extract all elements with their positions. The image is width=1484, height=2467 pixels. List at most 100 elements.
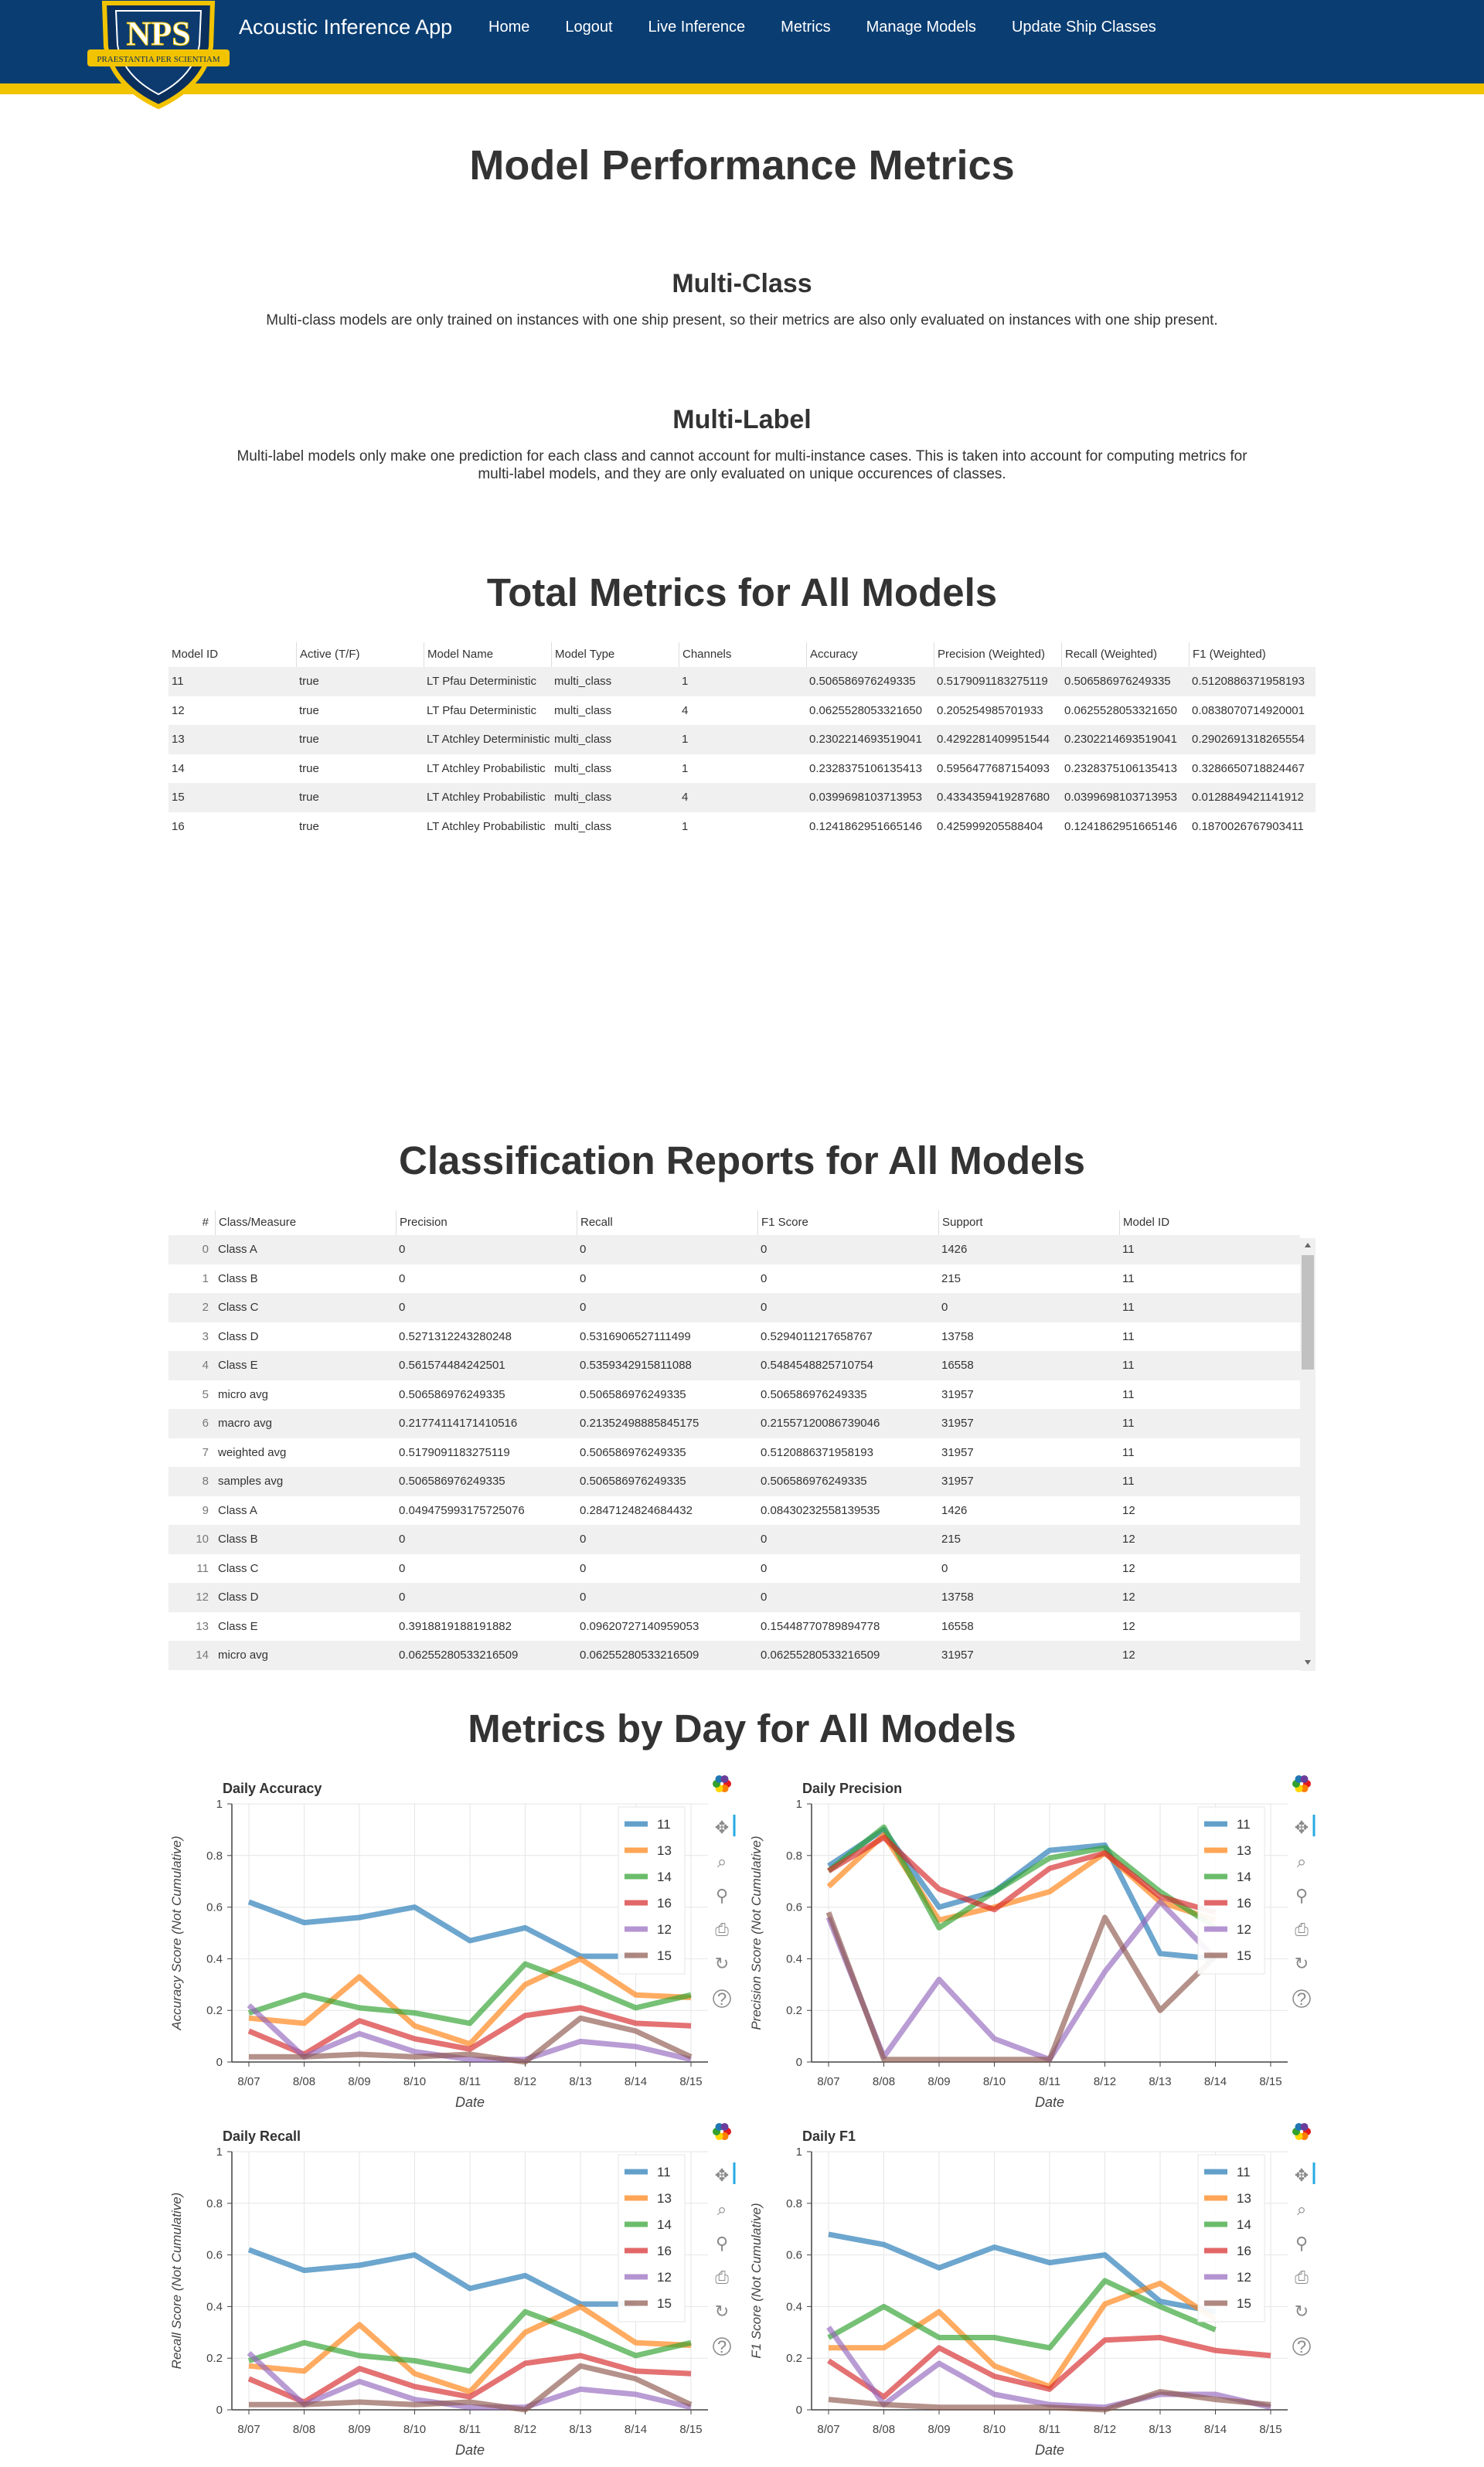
table-header-cell[interactable]: Channels (679, 642, 806, 667)
nav-link-live-inference[interactable]: Live Inference (648, 19, 746, 36)
series-line-16 (827, 2335, 1271, 2400)
scroll-down-arrow-icon[interactable] (1305, 1660, 1311, 1665)
table-cell: 0.2328375106135413 (809, 761, 922, 775)
table-cell: 1 (682, 733, 689, 746)
logo-text: NPS (126, 15, 190, 53)
table-header-cell[interactable]: Model Type (551, 642, 679, 667)
table-cell: 11 (172, 675, 184, 688)
table-row[interactable]: 14 true LT Atchley Probabilistic multi_clas… (168, 754, 1316, 784)
navbar (0, 0, 1484, 83)
totals-table: Model ID Active (T/F) Model Name Model Type… (168, 642, 1316, 845)
table-row[interactable]: 7 weighted avg 0.5179091183275119 0.5065869… (168, 1438, 1300, 1468)
table-row[interactable]: 1 Class B 0 0 0 215 11 (168, 1264, 1300, 1294)
table-header-cell[interactable]: Support (938, 1210, 1119, 1235)
table-cell: 0 (941, 1301, 948, 1314)
table-row[interactable]: 12 true LT Pfau Deterministic multi_class 4 0… (168, 696, 1316, 726)
table-cell: macro avg (218, 1417, 273, 1430)
legend-label: 13 (1237, 2191, 1251, 2206)
table-row[interactable]: 14 micro avg 0.0625528053321650​9 0.0625528… (168, 1641, 1300, 1670)
nps-logo[interactable]: NPS PRAESTANTIA PER SCIENTIAM (81, 0, 236, 110)
wheel-zoom-icon[interactable]: ⚲ (716, 2234, 728, 2253)
table-row[interactable]: 0 Class A 0 0 0 1426 11 (168, 1235, 1300, 1264)
help-icon[interactable]: ? (1297, 2337, 1306, 2356)
series-line-15 (249, 2363, 693, 2413)
table-header-cell[interactable]: Active (T/F) (296, 642, 424, 667)
box-zoom-icon[interactable]: ⌕ (717, 2200, 727, 2219)
table-row[interactable]: 9 Class A 0.049475993175725076 0.2847124824… (168, 1496, 1300, 1526)
save-icon[interactable]: ⎙ (715, 1920, 729, 1939)
table-row[interactable]: 13 Class E 0.3918819188191882 0.09620727140… (168, 1612, 1300, 1642)
chart-daily-accuracy[interactable]: Daily Accuracy 0 0.2 0.4 0.6 0.8 1 8/07 8/08 8/09… (161, 1775, 740, 2115)
help-icon[interactable]: ? (717, 1989, 727, 2009)
wheel-zoom-icon[interactable]: ⚲ (1295, 1886, 1308, 1905)
table-cell: multi_class (554, 733, 612, 746)
table-row[interactable]: 12 Class D 0 0 0 13758 12 (168, 1583, 1300, 1612)
table-header-cell[interactable]: Accuracy (806, 642, 934, 667)
table-header-cell[interactable]: Recall (577, 1210, 757, 1235)
table-header-cell[interactable]: Model ID (1119, 1210, 1300, 1235)
help-icon[interactable]: ? (1297, 1989, 1306, 2009)
table-header-cell[interactable]: Class/Measure (215, 1210, 396, 1235)
wheel-zoom-icon[interactable]: ⚲ (716, 1886, 728, 1905)
chart-daily-f1[interactable]: Daily F1 0 0.2 0.4 0.6 0.8 1 8/07 8/08 8/09 8/10 8/… (740, 2122, 1320, 2462)
y-tick-label: 0.6 (786, 1901, 802, 1914)
chart-daily-precision[interactable]: Daily Precision 0 0.2 0.4 0.6 0.8 1 8/07 8/08 8/0… (740, 1775, 1320, 2115)
x-tick-label: 8/08 (873, 2075, 895, 2088)
table-cell: true (299, 791, 319, 804)
table-row[interactable]: 13 true LT Atchley Deterministic multi_clas… (168, 725, 1316, 754)
table-row[interactable]: 11 Class C 0 0 0 0 12 (168, 1554, 1300, 1584)
box-zoom-icon[interactable]: ⌕ (717, 1852, 727, 1871)
nav-link-update-ship-classes[interactable]: Update Ship Classes (1011, 19, 1156, 36)
help-icon[interactable]: ? (717, 2337, 727, 2356)
table-row[interactable]: 16 true LT Atchley Probabilistic multi_clas… (168, 812, 1316, 842)
table-header-cell[interactable]: # (202, 1216, 209, 1229)
table-header-cell[interactable]: Precision (Weighted) (934, 642, 1061, 667)
table-row[interactable]: 11 true LT Pfau Deterministic multi_class 1 0… (168, 667, 1316, 696)
table-row[interactable]: 6 macro avg 0.21774114171410516 0.213524988… (168, 1409, 1300, 1438)
table-header-cell[interactable]: Model Name (424, 642, 551, 667)
table-header-cell[interactable]: F1 (Weighted) (1189, 642, 1316, 667)
table-header-cell[interactable]: F1 Score (757, 1210, 938, 1235)
box-zoom-icon[interactable]: ⌕ (1297, 1852, 1306, 1871)
table-row[interactable]: 15 true LT Atchley Probabilistic multi_clas… (168, 783, 1316, 812)
reports-scroll-thumb[interactable] (1302, 1255, 1314, 1370)
multilabel-title: Multi-Label (672, 405, 812, 434)
nav-link-home[interactable]: Home (488, 19, 530, 36)
wheel-zoom-icon[interactable]: ⚲ (1295, 2234, 1308, 2253)
table-cell: 0 (399, 1591, 406, 1604)
pan-icon[interactable]: ✥ (715, 2166, 729, 2185)
save-icon[interactable]: ⎙ (1295, 2268, 1309, 2287)
app-brand[interactable]: Acoustic Inference App (239, 15, 453, 39)
table-row[interactable]: 8 samples avg 0.506586976249335 0.506586976… (168, 1467, 1300, 1496)
nav-link-manage-models[interactable]: Manage Models (866, 19, 976, 36)
y-axis-label: F1 Score (Not Cumulative) (749, 2203, 764, 2358)
reset-icon[interactable]: ↻ (1295, 2302, 1309, 2321)
table-header-cell[interactable]: Model ID (172, 648, 219, 661)
bokeh-logo-icon (715, 1775, 723, 1783)
table-cell: 0.506586976249335 (761, 1387, 867, 1401)
chart-daily-recall[interactable]: Daily Recall 0 0.2 0.4 0.6 0.8 1 8/07 8/08 8/09 8/… (161, 2122, 740, 2462)
table-row[interactable]: 10 Class B 0 0 0 215 12 (168, 1525, 1300, 1554)
table-header-cell[interactable]: Recall (Weighted) (1061, 642, 1189, 667)
reset-icon[interactable]: ↻ (1295, 1954, 1309, 1973)
scroll-up-arrow-icon[interactable] (1305, 1243, 1311, 1247)
table-row[interactable]: 3 Class D 0.5271312243280248 0.531690652711… (168, 1322, 1300, 1352)
reports-scrollbar[interactable] (1300, 1238, 1316, 1671)
legend-label: 16 (1237, 1896, 1251, 1911)
save-icon[interactable]: ⎙ (1295, 1920, 1309, 1939)
pan-icon[interactable]: ✥ (1295, 1818, 1309, 1837)
reports-table[interactable]: # Class/Measure Precision Recall F1 Score Sup… (168, 1210, 1300, 1671)
pan-icon[interactable]: ✥ (1295, 2166, 1309, 2185)
box-zoom-icon[interactable]: ⌕ (1297, 2200, 1306, 2219)
table-cell: true (299, 733, 319, 746)
table-row[interactable]: 5 micro avg 0.506586976249335 0.50658697624… (168, 1380, 1300, 1410)
nav-link-logout[interactable]: Logout (565, 19, 613, 36)
table-row[interactable]: 4 Class E 0.561574484242501 0.5359342915811… (168, 1351, 1300, 1380)
table-row[interactable]: 2 Class C 0 0 0 0 11 (168, 1293, 1300, 1322)
table-header-cell[interactable]: Precision (396, 1210, 577, 1235)
nav-link-metrics[interactable]: Metrics (781, 19, 831, 36)
reset-icon[interactable]: ↻ (715, 2302, 729, 2321)
save-icon[interactable]: ⎙ (715, 2268, 729, 2287)
reset-icon[interactable]: ↻ (715, 1954, 729, 1973)
pan-icon[interactable]: ✥ (715, 1818, 729, 1837)
